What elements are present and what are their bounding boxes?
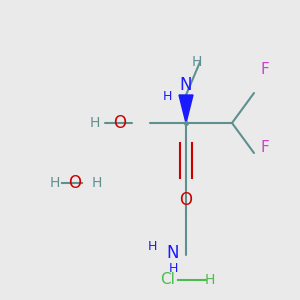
Text: Cl: Cl bbox=[160, 272, 175, 287]
Text: H: H bbox=[147, 241, 157, 254]
Text: H: H bbox=[205, 273, 215, 287]
Text: H: H bbox=[90, 116, 100, 130]
Text: H: H bbox=[162, 91, 172, 103]
Polygon shape bbox=[179, 95, 193, 123]
Text: N: N bbox=[180, 76, 192, 94]
Text: O: O bbox=[68, 174, 82, 192]
Text: N: N bbox=[167, 244, 179, 262]
Text: O: O bbox=[179, 191, 193, 209]
Text: O: O bbox=[113, 114, 127, 132]
Text: H: H bbox=[192, 55, 202, 69]
Text: H: H bbox=[92, 176, 102, 190]
Text: F: F bbox=[261, 140, 270, 155]
Text: H: H bbox=[50, 176, 60, 190]
Text: F: F bbox=[261, 62, 270, 77]
Text: H: H bbox=[168, 262, 178, 275]
